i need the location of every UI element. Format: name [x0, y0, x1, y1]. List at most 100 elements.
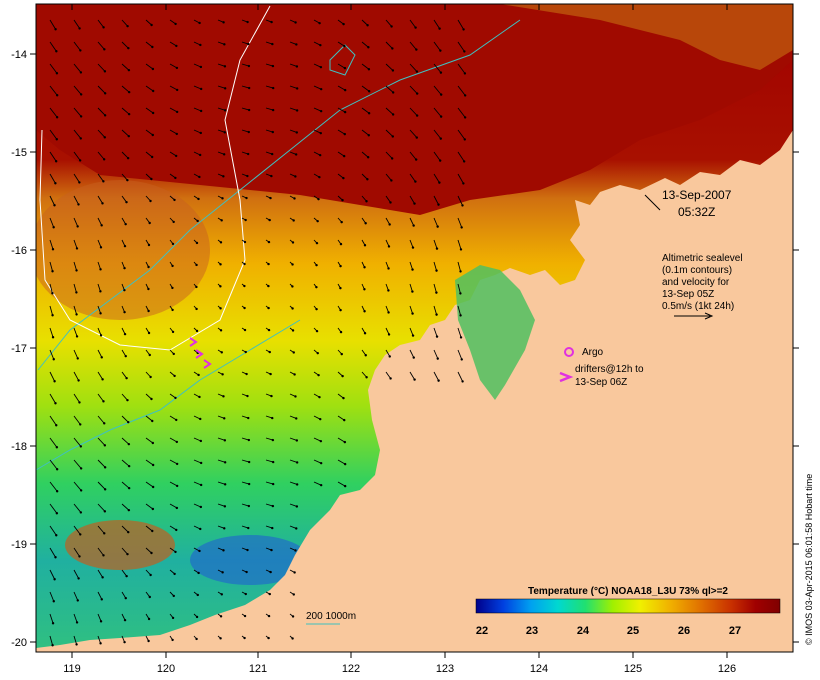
velocity-arrow-head — [411, 312, 414, 315]
velocity-arrow — [409, 63, 418, 72]
velocity-arrow — [289, 63, 298, 67]
velocity-arrow-head — [414, 180, 417, 183]
velocity-arrow-head — [343, 132, 346, 136]
velocity-arrow-head — [221, 197, 224, 200]
velocity-arrow — [97, 437, 106, 446]
velocity-arrow-head — [78, 555, 81, 558]
velocity-arrow — [97, 635, 102, 644]
velocity-arrow-head — [147, 243, 151, 247]
velocity-arrow-head — [102, 180, 105, 183]
velocity-arrow-head — [79, 115, 83, 118]
colorbar: Temperature (°C) NOAA18_L3U 73% ql>=2 22… — [475, 586, 781, 637]
velocity-arrow-head — [319, 131, 322, 135]
velocity-arrow-head — [342, 154, 346, 158]
velocity-arrow-head — [199, 461, 203, 465]
lat-label: -19 — [11, 539, 27, 551]
velocity-arrow-head — [245, 196, 248, 200]
velocity-arrow-head — [123, 332, 127, 336]
velocity-arrow — [145, 393, 152, 400]
velocity-arrow — [49, 261, 53, 272]
velocity-arrow-head — [52, 226, 55, 229]
velocity-arrow — [265, 63, 274, 67]
velocity-arrow — [145, 459, 154, 466]
velocity-arrow-head — [171, 638, 174, 642]
velocity-arrow — [313, 129, 321, 134]
alt-line-2: (0.1m contours) — [662, 265, 732, 276]
velocity-arrow-head — [219, 285, 222, 288]
velocity-arrow — [49, 547, 56, 558]
velocity-arrow-head — [438, 159, 442, 162]
velocity-arrow — [145, 41, 153, 48]
colorbar-tick-label: 25 — [627, 625, 639, 637]
velocity-arrow-head — [245, 570, 248, 574]
velocity-arrow-head — [53, 380, 56, 383]
velocity-arrow-head — [463, 72, 467, 75]
velocity-arrow — [169, 459, 178, 465]
velocity-arrow — [217, 107, 226, 111]
velocity-arrow-head — [123, 288, 126, 292]
velocity-arrow — [457, 85, 466, 96]
velocity-arrow-head — [150, 177, 153, 181]
velocity-arrow-head — [247, 482, 251, 486]
velocity-arrow — [49, 195, 55, 206]
velocity-arrow — [265, 107, 274, 111]
velocity-arrow-head — [103, 466, 107, 469]
scale-arrow-head-icon — [704, 312, 714, 320]
velocity-arrow-head — [147, 331, 151, 335]
velocity-arrow — [313, 85, 322, 90]
velocity-arrow-head — [174, 154, 178, 158]
velocity-arrow-head — [51, 270, 54, 273]
velocity-arrow-head — [101, 378, 104, 381]
velocity-arrow-head — [343, 88, 347, 92]
isobath-label: 200 1000m — [306, 611, 356, 622]
velocity-arrow-head — [223, 439, 227, 442]
velocity-arrow — [409, 41, 417, 50]
velocity-arrow-head — [363, 332, 367, 335]
velocity-arrow — [73, 349, 79, 359]
velocity-arrow — [385, 107, 394, 115]
velocity-arrow-head — [271, 504, 275, 508]
velocity-arrow-head — [126, 24, 129, 28]
velocity-arrow-head — [363, 288, 366, 291]
velocity-arrow-head — [199, 65, 203, 69]
velocity-arrow-head — [75, 313, 78, 316]
velocity-arrow-head — [387, 289, 390, 292]
velocity-arrow-head — [123, 310, 126, 314]
velocity-arrow-head — [271, 416, 274, 420]
colorbar-tick-label: 26 — [678, 625, 690, 637]
velocity-arrow-head — [460, 226, 463, 229]
velocity-arrow-head — [247, 42, 250, 46]
velocity-arrow — [121, 569, 127, 577]
velocity-arrow — [73, 305, 78, 315]
velocity-arrow — [145, 481, 154, 488]
velocity-arrow — [337, 437, 346, 443]
velocity-arrow-head — [199, 87, 203, 91]
orange-patch — [36, 180, 210, 320]
velocity-arrow-head — [270, 394, 273, 398]
velocity-arrow — [265, 85, 274, 89]
velocity-arrow-head — [244, 350, 247, 354]
velocity-arrow-head — [174, 176, 177, 180]
velocity-arrow-head — [462, 28, 465, 31]
velocity-arrow — [409, 261, 413, 270]
velocity-arrow-head — [99, 246, 103, 249]
velocity-arrow-head — [294, 175, 297, 178]
velocity-arrow — [337, 129, 346, 135]
velocity-arrow-head — [244, 592, 247, 596]
velocity-arrow-head — [175, 110, 179, 114]
velocity-arrow-head — [292, 593, 295, 596]
velocity-arrow — [49, 173, 56, 184]
velocity-arrow-head — [174, 396, 177, 400]
velocity-arrow — [313, 437, 322, 442]
velocity-arrow — [49, 503, 58, 514]
velocity-arrow-head — [223, 505, 227, 508]
velocity-arrow-head — [295, 505, 299, 508]
velocity-arrow-head — [319, 109, 323, 113]
velocity-arrow-head — [151, 529, 154, 533]
velocity-arrow-head — [51, 314, 54, 317]
velocity-arrow-head — [243, 284, 246, 288]
velocity-arrow — [337, 459, 346, 465]
velocity-arrow-head — [199, 43, 202, 47]
velocity-arrow-head — [390, 25, 393, 28]
velocity-arrow-head — [103, 444, 107, 447]
